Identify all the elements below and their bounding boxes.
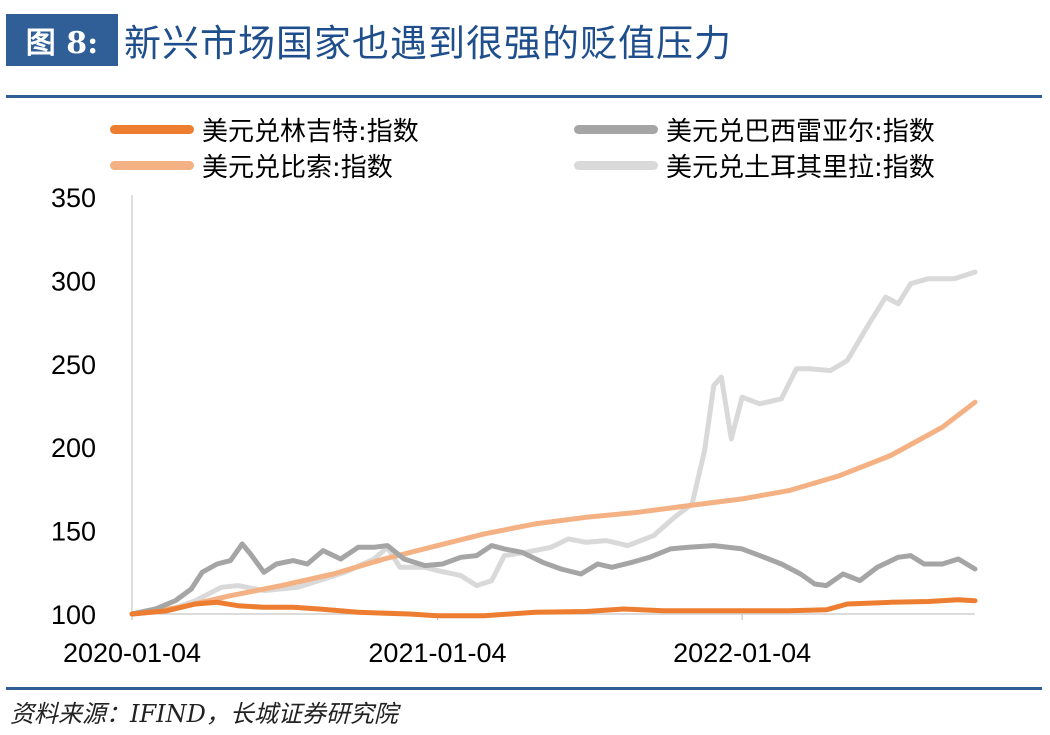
figure-number-badge: 图 8: xyxy=(6,14,118,66)
legend-swatch-mxn xyxy=(110,160,194,170)
legend-item-myr: 美元兑林吉特:指数 xyxy=(110,110,419,148)
series-line-brl xyxy=(129,541,978,617)
series-line-mxn xyxy=(129,399,978,617)
legend-label-try: 美元兑土耳其里拉:指数 xyxy=(666,152,935,183)
legend-item-mxn: 美元兑比索:指数 xyxy=(110,146,393,184)
series-line-try xyxy=(129,269,978,617)
legend-swatch-myr xyxy=(110,124,194,134)
legend-label-myr: 美元兑林吉特:指数 xyxy=(202,116,419,147)
series-line-myr xyxy=(129,597,978,619)
x-tick-label-2020-01-04: 2020-01-04 xyxy=(63,638,201,668)
chart-legend: 美元兑林吉特:指数 美元兑巴西雷亚尔:指数 美元兑比索:指数 美元兑土耳其里拉:… xyxy=(0,108,1050,188)
top-divider xyxy=(6,95,1042,98)
y-tick-label-150: 150 xyxy=(51,517,96,547)
x-tick-label-2021-01-04: 2021-01-04 xyxy=(368,638,506,668)
x-tick-label-2022-01-04: 2022-01-04 xyxy=(673,638,811,668)
y-tick-label-300: 300 xyxy=(51,266,96,296)
legend-item-brl: 美元兑巴西雷亚尔:指数 xyxy=(574,110,935,148)
y-tick-label-250: 250 xyxy=(51,350,96,380)
y-tick-label-350: 350 xyxy=(51,183,96,213)
y-tick-label-200: 200 xyxy=(51,433,96,463)
legend-swatch-try xyxy=(574,160,658,170)
legend-swatch-brl xyxy=(574,124,658,134)
bottom-divider xyxy=(6,687,1042,690)
legend-label-mxn: 美元兑比索:指数 xyxy=(202,152,393,183)
source-note: 资料来源：IFIND，长城证券研究院 xyxy=(10,700,398,728)
figure-title: 新兴市场国家也遇到很强的贬值压力 xyxy=(124,22,732,65)
y-tick-label-100: 100 xyxy=(51,600,96,630)
legend-item-try: 美元兑土耳其里拉:指数 xyxy=(574,146,935,184)
legend-label-brl: 美元兑巴西雷亚尔:指数 xyxy=(666,116,935,147)
